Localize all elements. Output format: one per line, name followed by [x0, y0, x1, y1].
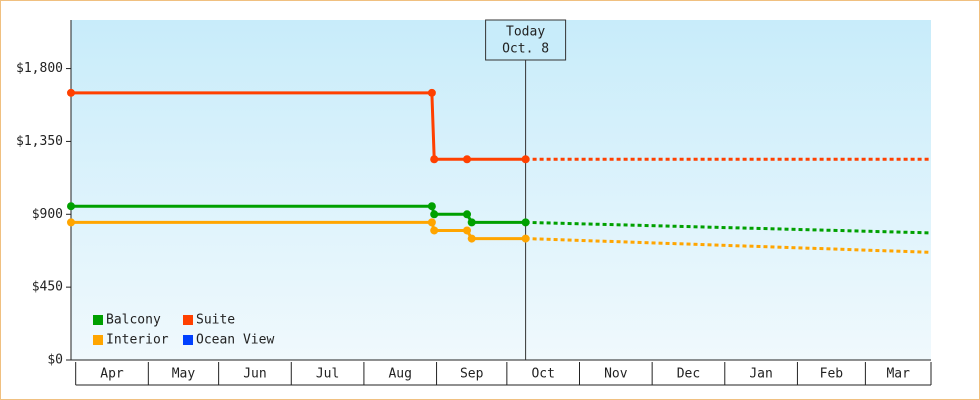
- today-box: [485, 19, 567, 61]
- y-tick-label: $0: [47, 353, 63, 368]
- x-tick-label: Mar: [886, 367, 910, 382]
- x-tick-label: Oct: [531, 367, 554, 382]
- price-point: [430, 155, 439, 164]
- plot-area: [71, 20, 931, 360]
- price-point: [427, 202, 436, 211]
- legend-swatch: [183, 335, 193, 345]
- forecast-line: [525, 237, 932, 254]
- x-tick-label: May: [172, 367, 196, 382]
- x-tick-label: Jun: [243, 367, 266, 382]
- x-tick-label: Jul: [316, 367, 339, 382]
- price-point: [430, 226, 439, 235]
- x-tick-label: Aug: [388, 367, 411, 382]
- price-point: [521, 155, 530, 164]
- legend-swatch: [183, 315, 193, 325]
- x-tick-label: Nov: [604, 367, 628, 382]
- y-tick-label: $450: [32, 280, 63, 295]
- legend-swatch: [93, 335, 103, 345]
- price-point: [463, 226, 472, 235]
- y-tick-label: $1,350: [16, 134, 63, 149]
- today-label: Oct. 8: [502, 42, 549, 57]
- legend-swatch: [93, 315, 103, 325]
- price-point: [521, 234, 530, 243]
- price-point: [463, 210, 472, 219]
- x-tick-label: Sep: [460, 367, 484, 382]
- price-point: [430, 210, 439, 219]
- today-label: Today: [506, 25, 545, 40]
- price-point: [427, 218, 436, 227]
- x-tick-label: Dec: [677, 367, 700, 382]
- x-tick-label: Apr: [100, 367, 124, 382]
- price-point: [67, 88, 75, 97]
- price-line: [71, 220, 526, 241]
- y-tick-label: $900: [32, 207, 63, 222]
- price-point: [521, 218, 530, 227]
- legend-label: Balcony: [106, 313, 161, 328]
- legend-label: Ocean View: [196, 333, 274, 348]
- price-point: [427, 88, 436, 97]
- forecast-line: [525, 220, 932, 235]
- price-point: [467, 218, 476, 227]
- x-tick-label: Jan: [749, 367, 772, 382]
- price-point: [463, 155, 472, 164]
- price-line: [71, 204, 526, 224]
- price-point: [67, 202, 75, 211]
- legend-label: Interior: [106, 333, 169, 348]
- price-point: [67, 218, 75, 227]
- y-tick-label: $1,800: [16, 61, 63, 76]
- legend-label: Suite: [196, 313, 235, 328]
- price-point: [467, 234, 476, 243]
- x-tick-label: Feb: [820, 367, 844, 382]
